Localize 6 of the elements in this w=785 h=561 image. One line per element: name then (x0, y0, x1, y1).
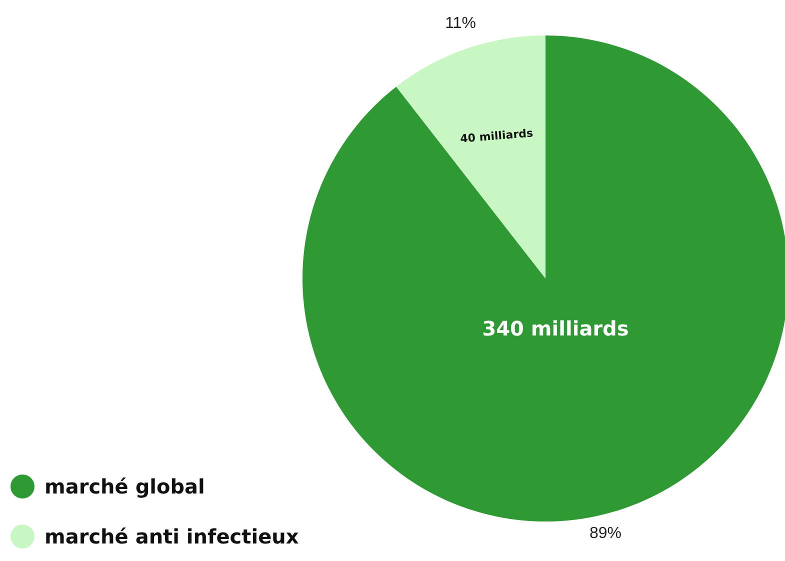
text: 89% (589, 525, 622, 542)
text: 11% (445, 15, 476, 32)
legend-label: marché global (44, 474, 205, 498)
legend-label: marché anti infectieux (44, 524, 299, 548)
data-label: 40 milliards (460, 126, 534, 146)
data-label: 340 milliards (482, 316, 629, 340)
